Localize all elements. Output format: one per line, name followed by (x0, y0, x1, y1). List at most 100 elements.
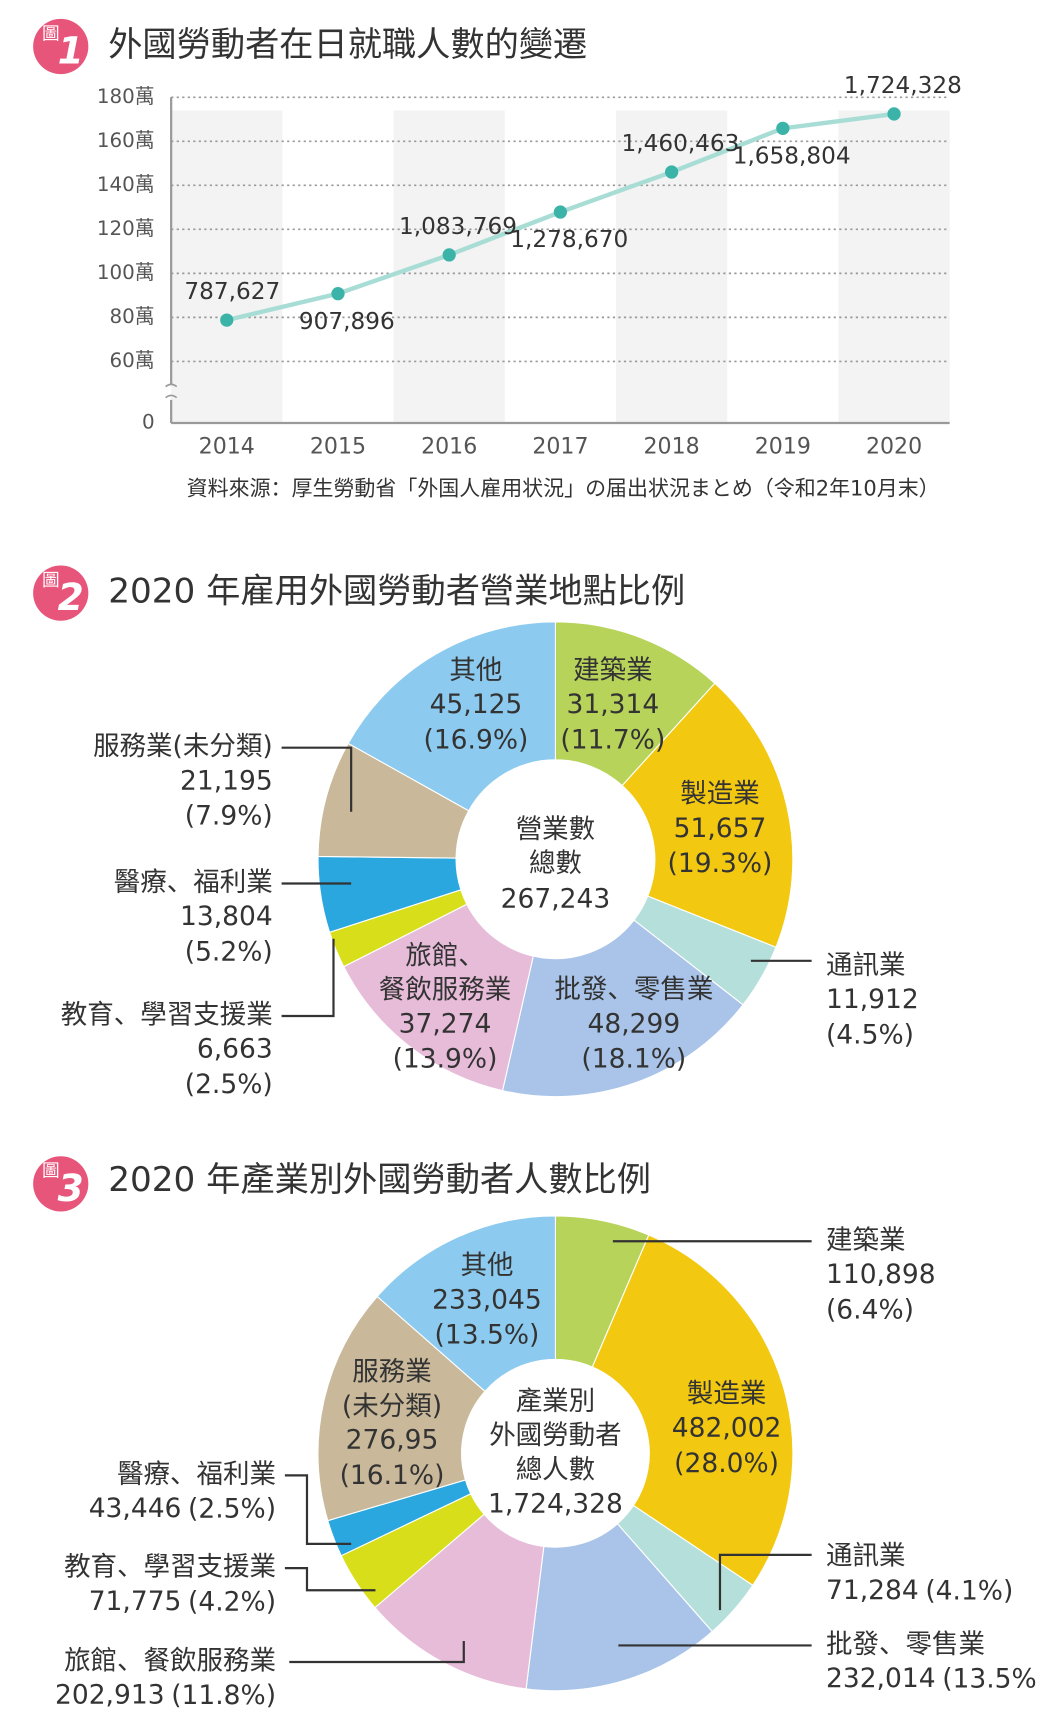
donut-segment (591, 1234, 794, 1587)
center-label: 總人數 (516, 1454, 596, 1485)
data-label: 1,278,670 (510, 226, 628, 253)
badge-label: 圖 (42, 24, 60, 44)
axis-break (165, 383, 178, 399)
segment-name: 醫療、福利業 (117, 1459, 276, 1490)
segment-name: 服務業(未分類) (342, 1356, 442, 1421)
badge (33, 18, 89, 75)
segment-percent: (4.1%) (925, 1575, 1013, 1606)
data-label: 1,658,804 (733, 143, 851, 170)
segment-name: 服務業(未分類) (93, 731, 273, 762)
y-tick-label: 0 (142, 411, 155, 434)
leader-line (718, 1553, 812, 1611)
x-tick-label: 2015 (310, 434, 366, 459)
center-total: 1,724,328 (488, 1489, 623, 1520)
segment-percent: (4.2%) (188, 1586, 276, 1617)
segment-value: 37,274 (399, 1008, 492, 1039)
figure-2: 圖 2 2020 年雇用外國勞動者營業地點比例 (33, 565, 685, 621)
segment-percent: (13.5%) (942, 1663, 1038, 1694)
x-tick-label: 2014 (199, 434, 255, 459)
segment-name: 教育、學習支援業 (61, 1000, 273, 1031)
segment-name: 其他 (460, 1250, 513, 1281)
segment-value: 71,284 (4.1%) (826, 1575, 1013, 1606)
leader-line (281, 746, 353, 812)
segment-value: 31,314 (566, 689, 659, 720)
marker (220, 313, 234, 327)
segment-value: 13,804 (180, 901, 273, 932)
column-band (616, 110, 728, 424)
segment-name: 其他 (449, 655, 502, 686)
y-tick-label: 80萬 (109, 305, 154, 328)
y-tick-label: 100萬 (97, 261, 155, 284)
y-tick-label: 160萬 (97, 129, 155, 152)
data-label: 907,896 (299, 308, 395, 335)
y-tick-label: 180萬 (97, 85, 155, 108)
segment-percent: (6.4%) (826, 1294, 914, 1325)
segment-percent: (16.9%) (423, 725, 528, 756)
x-tick-label: 2016 (421, 434, 477, 459)
segment-percent: (13.5%) (435, 1320, 540, 1351)
marker (442, 248, 456, 262)
segment-percent: (11.7%) (560, 725, 665, 756)
marker (887, 107, 901, 121)
figure-1: 圖 1 外國勞動者在日就職人數的變遷 資料來源：厚生勞動省「外国人雇用状況」の届… (33, 18, 940, 500)
segment-name: 通訊業 (826, 1541, 906, 1572)
segment-name: 批發、零售業 (554, 974, 713, 1005)
x-tick-label: 2020 (866, 434, 922, 459)
badge-number: 3 (58, 1166, 84, 1210)
badge-label: 圖 (42, 571, 60, 591)
data-label: 1,460,463 (621, 130, 739, 157)
donut-segment (317, 1295, 486, 1522)
segment-percent: (4.5%) (826, 1019, 914, 1050)
y-tick-label: 140萬 (97, 173, 155, 196)
segment-name: 教育、學習支援業 (64, 1552, 276, 1583)
chart-title: 2020 年產業別外國勞動者人數比例 (108, 1160, 651, 1200)
segment-value: 11,912 (826, 984, 919, 1015)
segment-percent: (28.0%) (674, 1448, 779, 1479)
donut-segment (525, 1523, 714, 1692)
x-tick-label: 2019 (755, 434, 811, 459)
center-label: 營業數 (516, 814, 596, 845)
segment-value: 21,195 (180, 765, 273, 796)
donut-segment (554, 621, 716, 787)
segment-name: 通訊業 (826, 950, 906, 981)
segment-name: 製造業 (680, 779, 760, 810)
segment-percent: (13.9%) (393, 1044, 498, 1075)
leader-line (289, 1641, 465, 1664)
x-tick-label: 2018 (644, 434, 700, 459)
leader-line (284, 1567, 376, 1592)
column-band (838, 110, 950, 424)
leader-line (284, 1474, 352, 1545)
segment-value: 71,775 (4.2%) (89, 1586, 276, 1617)
marker (664, 165, 679, 179)
segment-value: 48,299 (587, 1008, 680, 1039)
center-label: 產業別 (516, 1386, 596, 1417)
segment-value: 233,045 (432, 1284, 542, 1315)
donut-segment (374, 1513, 545, 1690)
segment-value: 202,913 (11.8%) (55, 1680, 276, 1711)
center-total: 267,243 (501, 884, 611, 915)
donut-segment (376, 1215, 556, 1393)
y-tick-label: 60萬 (109, 349, 154, 372)
marker (331, 287, 345, 301)
segment-percent: (2.5%) (188, 1493, 276, 1524)
segment-name: 批發、零售業 (826, 1629, 985, 1660)
donut-segment (621, 682, 794, 948)
data-label: 787,627 (184, 278, 280, 305)
segment-value: 482,002 (672, 1413, 782, 1444)
segment-name: 製造業 (687, 1378, 767, 1409)
badge (33, 565, 89, 621)
chart-title: 2020 年雇用外國勞動者營業地點比例 (108, 572, 685, 612)
source: 資料來源：厚生勞動省「外国人雇用状況」の届出状況まとめ（令和2年10月末） (187, 476, 940, 500)
figure-3: 圖 3 2020 年產業別外國勞動者人數比例 (33, 1156, 651, 1212)
segment-name: 建築業 (573, 655, 652, 686)
center-label: 總數 (529, 848, 582, 879)
segment-percent: (11.8%) (171, 1680, 276, 1711)
segment-name: 旅館、餐飲服務業 (64, 1646, 276, 1677)
badge (33, 1156, 89, 1212)
segment-value: 232,014 (13.5%) (826, 1663, 1038, 1694)
segment-name: 建築業 (826, 1225, 906, 1256)
segment-percent: (2.5%) (185, 1069, 273, 1100)
chart-title: 外國勞動者在日就職人數的變遷 (108, 25, 587, 65)
marker (776, 121, 790, 135)
